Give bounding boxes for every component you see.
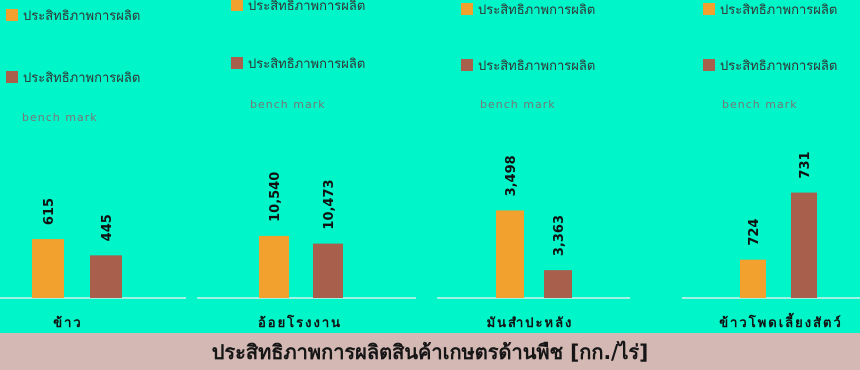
footer-banner: ประสิทธิภาพการผลิตสินค้าเกษตรด้านพืช [กก… bbox=[0, 333, 860, 370]
legend-swatch bbox=[461, 3, 473, 15]
legend-swatch bbox=[461, 59, 473, 71]
bar bbox=[32, 239, 64, 298]
legend-label: ประสิทธิภาพการผลิต bbox=[720, 3, 837, 18]
bar bbox=[90, 255, 122, 298]
bar bbox=[544, 270, 572, 298]
legend-swatch bbox=[6, 71, 18, 83]
data-label: 3,498 bbox=[504, 155, 519, 196]
legend-label: ประสิทธิภาพการผลิต bbox=[478, 3, 595, 18]
legend-sublabel: bench mark bbox=[480, 98, 556, 111]
legend-swatch bbox=[703, 3, 715, 15]
category-label: ข้าวโพดเลี้ยงสัตว์ bbox=[719, 312, 843, 331]
data-label: 731 bbox=[798, 151, 813, 178]
bar bbox=[313, 243, 343, 298]
legend-swatch bbox=[6, 9, 18, 21]
data-label: 445 bbox=[100, 214, 115, 241]
data-label: 615 bbox=[42, 198, 57, 225]
legend-label: ประสิทธิภาพการผลิต bbox=[478, 59, 595, 74]
category-label: อ้อยโรงงาน bbox=[258, 314, 342, 331]
footer-title: ประสิทธิภาพการผลิตสินค้าเกษตรด้านพืช [กก… bbox=[211, 339, 649, 364]
legend-swatch bbox=[231, 57, 243, 69]
legend-sublabel: bench mark bbox=[22, 111, 98, 124]
legend-label: ประสิทธิภาพการผลิต bbox=[248, 0, 365, 14]
legend-swatch bbox=[703, 59, 715, 71]
legend-label: ประสิทธิภาพการผลิต bbox=[23, 9, 140, 24]
bar bbox=[791, 192, 817, 298]
data-label: 3,363 bbox=[552, 215, 567, 256]
category-label: ข้าว bbox=[53, 315, 83, 331]
legend-label: ประสิทธิภาพการผลิต bbox=[248, 57, 365, 72]
data-label: 10,473 bbox=[322, 179, 337, 229]
category-label: มันสำปะหลัง bbox=[487, 315, 574, 331]
legend-sublabel: bench mark bbox=[722, 98, 798, 111]
legend-label: ประสิทธิภาพการผลิต bbox=[23, 71, 140, 86]
data-label: 724 bbox=[747, 219, 762, 246]
bar bbox=[740, 259, 766, 298]
data-label: 10,540 bbox=[268, 172, 283, 222]
legend-sublabel: bench mark bbox=[250, 98, 326, 111]
bar bbox=[259, 235, 289, 298]
legend-label: ประสิทธิภาพการผลิต bbox=[720, 59, 837, 74]
bar bbox=[496, 210, 524, 298]
legend-swatch bbox=[231, 0, 243, 11]
